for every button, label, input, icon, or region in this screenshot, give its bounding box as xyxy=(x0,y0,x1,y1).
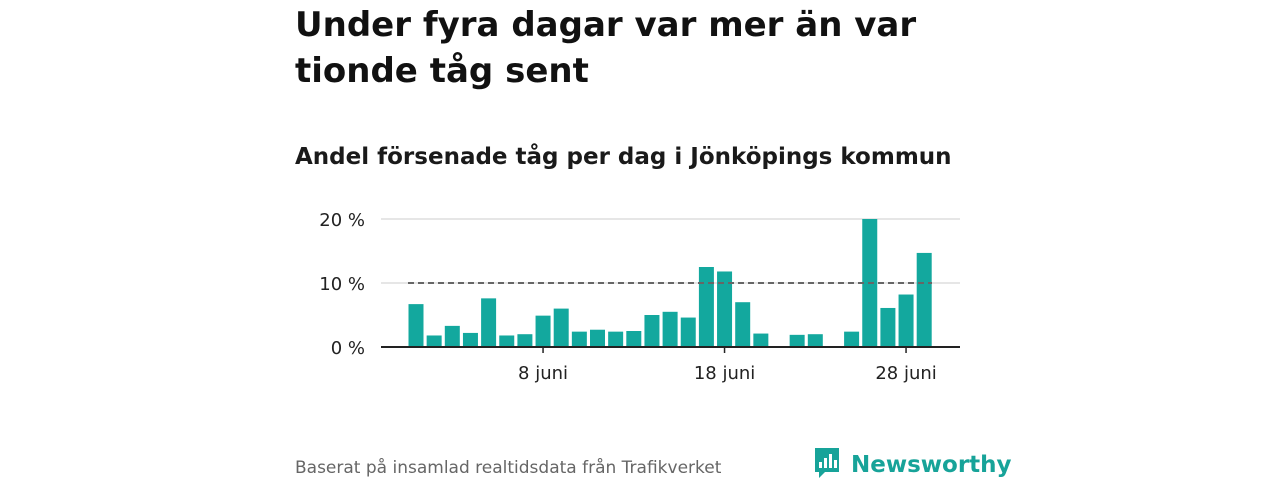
chart-subtitle: Andel försenade tåg per dag i Jönköpings… xyxy=(295,144,952,170)
y-tick-labels: 0 % 10 % 20 % xyxy=(319,210,365,359)
brand-name: Newsworthy xyxy=(851,452,1012,478)
x-tick-label: 8 juni xyxy=(518,363,568,384)
bar xyxy=(590,329,605,347)
bar xyxy=(807,334,823,347)
x-tick-label: 28 juni xyxy=(875,363,936,384)
x-ticks: 8 juni 18 juni 28 juni xyxy=(518,347,937,384)
bar xyxy=(553,308,569,347)
x-tick-label: 18 juni xyxy=(694,363,755,384)
bar xyxy=(626,331,642,347)
bar xyxy=(844,331,860,347)
bar xyxy=(880,307,896,347)
bar xyxy=(644,315,660,347)
bar xyxy=(481,298,497,347)
bar xyxy=(571,331,587,347)
bar xyxy=(499,335,515,347)
bar xyxy=(789,334,805,347)
bar xyxy=(517,334,533,347)
y-tick-label: 10 % xyxy=(319,274,365,295)
newsworthy-logo-icon xyxy=(813,446,841,484)
bar xyxy=(535,315,551,347)
bar xyxy=(462,332,478,347)
y-tick-label: 20 % xyxy=(319,210,365,231)
chart-title: Under fyra dagar var mer än var tionde t… xyxy=(295,5,917,91)
bar xyxy=(408,304,424,347)
y-tick-label: 0 % xyxy=(331,338,365,359)
bar xyxy=(753,333,769,347)
bar xyxy=(608,331,624,347)
bar xyxy=(916,252,932,347)
bar xyxy=(444,325,460,347)
bar xyxy=(662,311,678,347)
bar xyxy=(717,271,733,347)
newsworthy-logo[interactable]: Newsworthy xyxy=(813,446,1012,484)
bar xyxy=(426,335,442,347)
bar xyxy=(898,294,914,347)
bar-chart: 0 % 10 % 20 % 8 juni 18 juni 28 juni xyxy=(319,210,960,384)
source-note: Baserat på insamlad realtidsdata från Tr… xyxy=(295,458,722,478)
bar xyxy=(735,302,751,347)
bar xyxy=(698,267,714,347)
bar xyxy=(680,317,696,347)
